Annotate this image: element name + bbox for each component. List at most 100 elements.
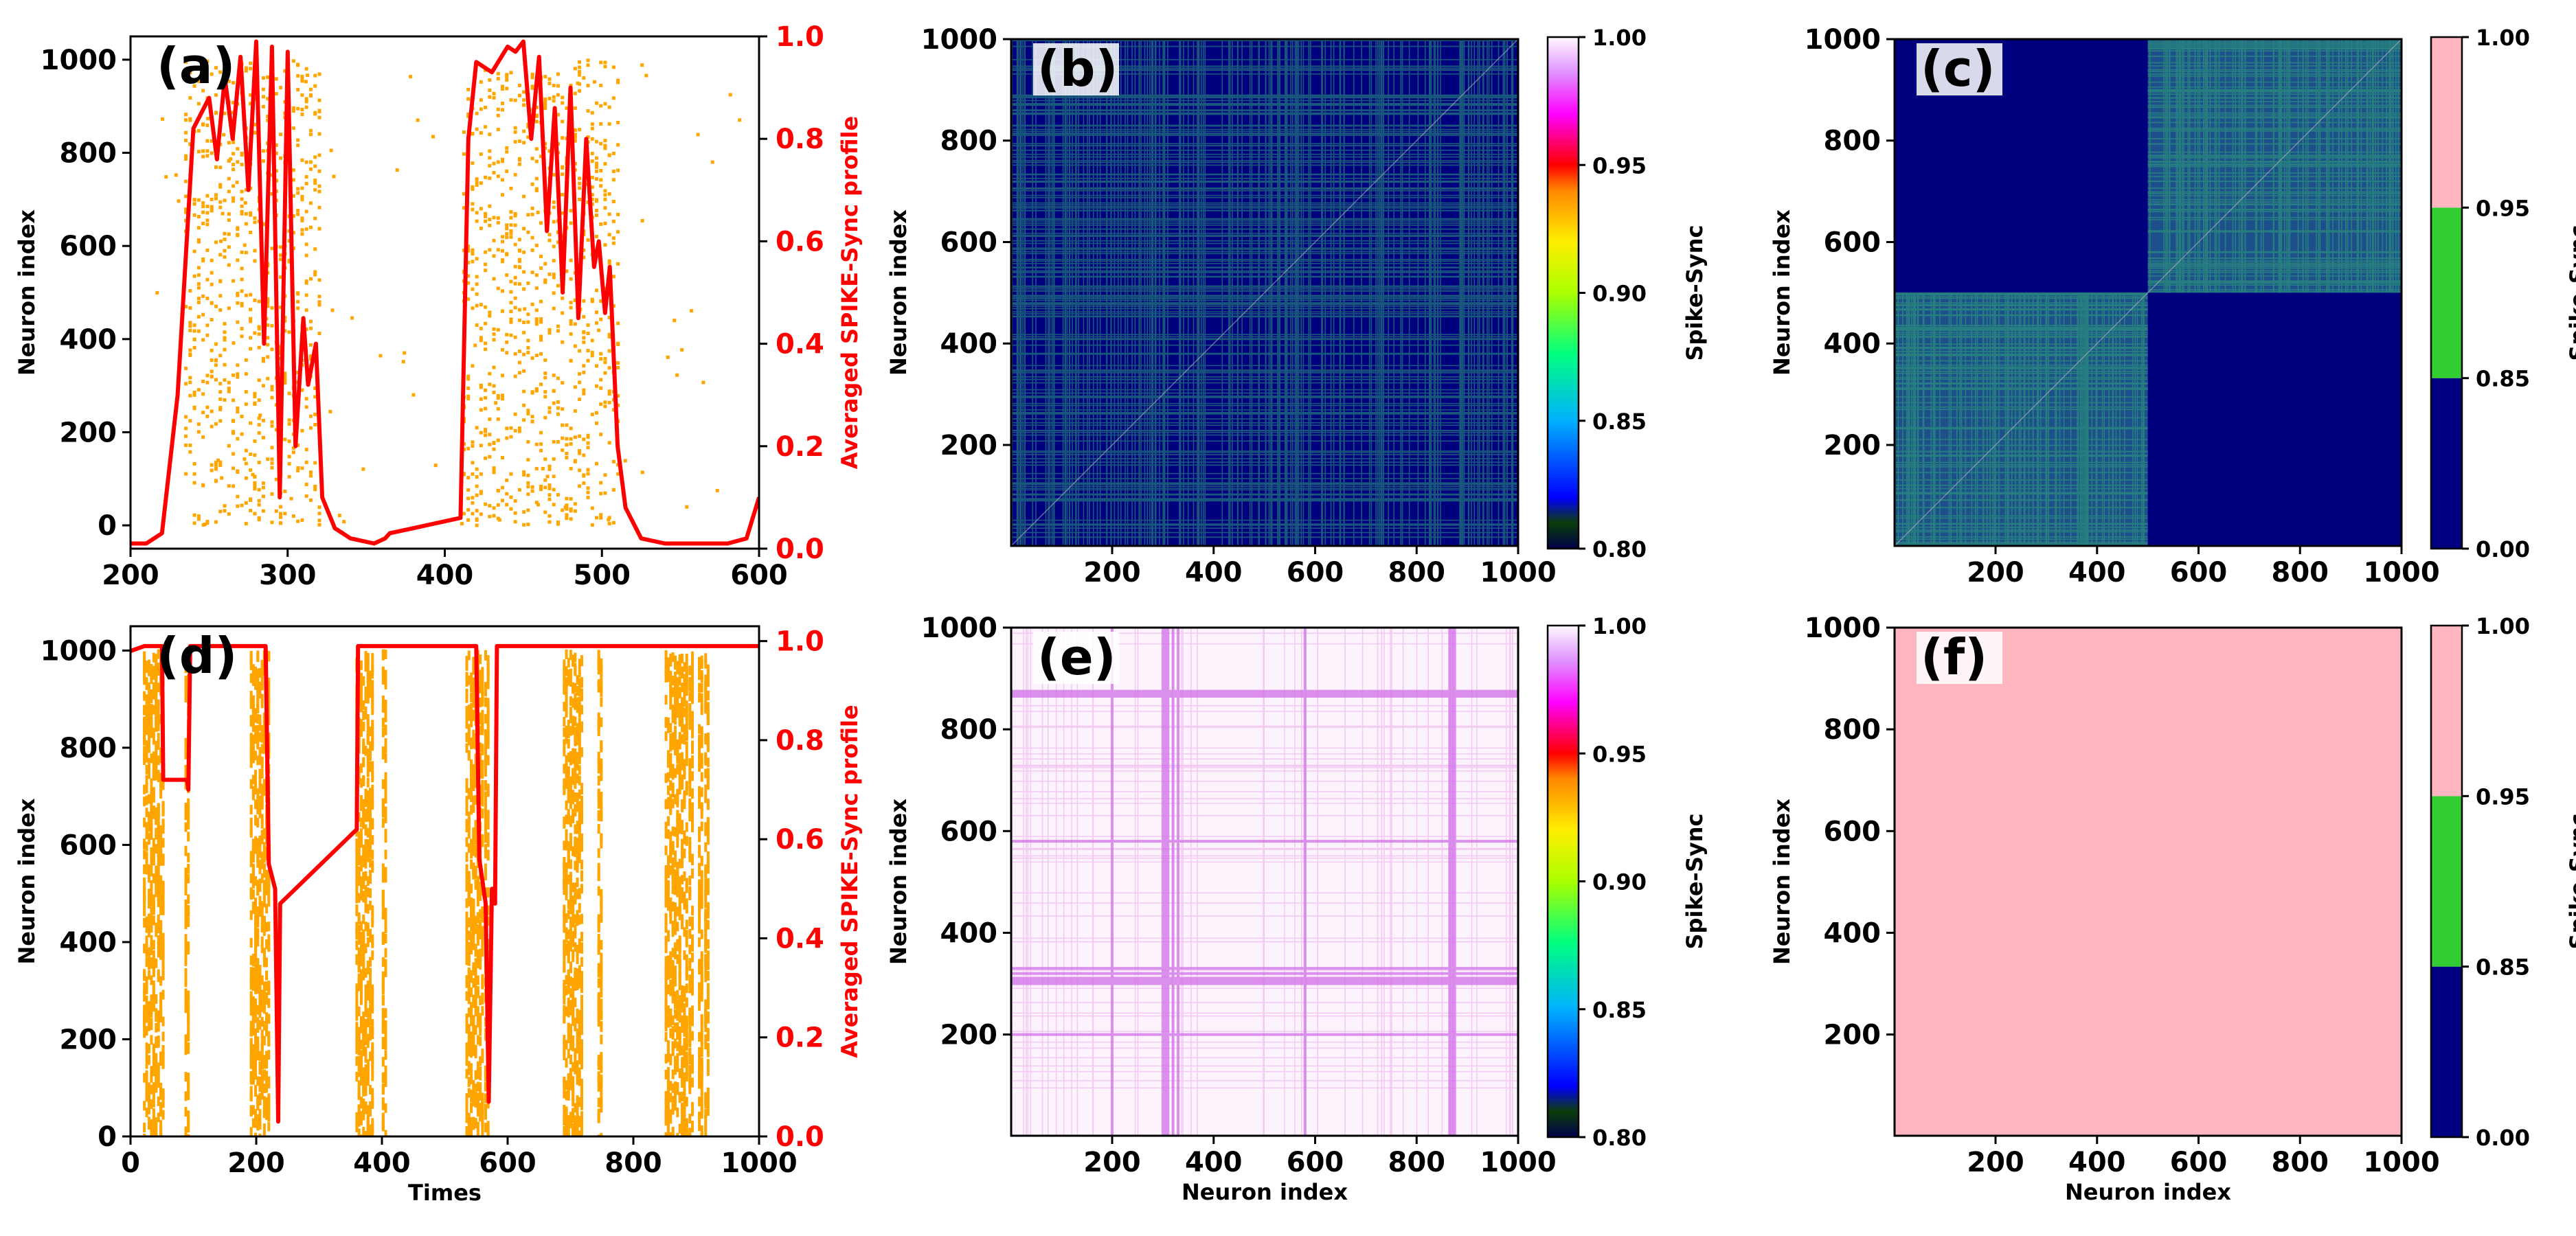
spike bbox=[196, 240, 201, 244]
spike bbox=[157, 891, 160, 902]
spike bbox=[296, 187, 300, 191]
spike bbox=[586, 323, 590, 327]
spike bbox=[258, 1064, 262, 1075]
spike bbox=[157, 881, 160, 891]
spike bbox=[256, 1005, 260, 1015]
spike bbox=[522, 510, 526, 514]
spike bbox=[371, 1118, 374, 1128]
spike bbox=[251, 707, 255, 717]
spike bbox=[476, 1082, 479, 1092]
spike bbox=[258, 747, 262, 757]
spike bbox=[257, 431, 261, 435]
spike bbox=[509, 71, 513, 75]
spike bbox=[188, 450, 192, 454]
spike bbox=[513, 428, 517, 433]
spike bbox=[552, 99, 556, 103]
spike bbox=[184, 382, 188, 386]
spike bbox=[355, 922, 359, 932]
spike bbox=[522, 330, 526, 334]
spike bbox=[369, 817, 372, 827]
spike bbox=[513, 511, 517, 515]
spike bbox=[249, 67, 253, 71]
y-tick-label: 800 bbox=[60, 138, 117, 170]
y-axis-label: Neuron index bbox=[885, 209, 912, 376]
spike bbox=[152, 682, 155, 692]
spike bbox=[184, 60, 188, 64]
spike bbox=[362, 700, 365, 710]
spike bbox=[563, 1013, 566, 1023]
spike bbox=[513, 306, 517, 310]
spike bbox=[262, 948, 266, 958]
spike bbox=[616, 361, 620, 365]
spike bbox=[260, 996, 264, 1007]
spike bbox=[552, 389, 556, 393]
spike bbox=[184, 692, 188, 702]
spike bbox=[300, 74, 304, 78]
spike bbox=[371, 1123, 374, 1133]
x-tick-label: 400 bbox=[1185, 557, 1243, 588]
y2-tick-label: 0.6 bbox=[776, 226, 824, 258]
spike bbox=[565, 944, 568, 954]
spike bbox=[279, 245, 283, 249]
spike bbox=[159, 772, 163, 783]
spike bbox=[539, 221, 543, 225]
spike bbox=[214, 520, 218, 524]
spike bbox=[296, 443, 300, 447]
spike bbox=[270, 424, 274, 428]
spike bbox=[474, 966, 477, 976]
spike bbox=[522, 103, 526, 107]
spike bbox=[371, 705, 374, 716]
spike bbox=[475, 111, 479, 115]
spike bbox=[475, 493, 479, 497]
colorbar-tick-label: 0.80 bbox=[1592, 536, 1647, 562]
spike bbox=[371, 835, 374, 845]
spike bbox=[543, 376, 547, 380]
spike bbox=[188, 380, 192, 385]
spike bbox=[371, 1071, 374, 1082]
spike bbox=[539, 338, 543, 342]
spike bbox=[364, 1131, 368, 1136]
spike bbox=[479, 207, 483, 211]
spike bbox=[161, 1059, 165, 1069]
spike bbox=[484, 502, 488, 506]
spike bbox=[251, 716, 255, 726]
spike bbox=[254, 972, 258, 983]
spike bbox=[470, 672, 473, 683]
spike bbox=[526, 135, 530, 139]
spike bbox=[479, 1090, 482, 1101]
spike bbox=[543, 485, 547, 490]
spike bbox=[265, 904, 269, 914]
spike bbox=[465, 1126, 468, 1136]
spike bbox=[411, 393, 416, 397]
spike bbox=[147, 928, 150, 938]
spike bbox=[150, 906, 153, 917]
spike bbox=[467, 829, 471, 839]
spike bbox=[218, 279, 223, 283]
spike bbox=[187, 1019, 190, 1029]
spike bbox=[599, 378, 603, 382]
spike bbox=[210, 468, 214, 472]
spike bbox=[578, 380, 582, 385]
spike bbox=[308, 225, 313, 229]
spike bbox=[253, 475, 257, 479]
spike bbox=[470, 1009, 473, 1019]
spike bbox=[187, 1000, 190, 1010]
spike bbox=[187, 852, 190, 862]
spike bbox=[254, 1010, 258, 1020]
spike bbox=[218, 183, 223, 187]
spike bbox=[357, 947, 361, 957]
spike bbox=[594, 421, 598, 425]
spike bbox=[201, 483, 205, 487]
spike bbox=[484, 268, 488, 273]
spike bbox=[143, 1020, 146, 1030]
spike bbox=[337, 514, 341, 518]
spike bbox=[509, 472, 513, 476]
spike bbox=[249, 317, 253, 321]
spike bbox=[476, 1106, 479, 1117]
spike bbox=[479, 1036, 482, 1046]
spike bbox=[161, 854, 165, 864]
spike bbox=[472, 846, 475, 856]
spike bbox=[472, 1079, 475, 1090]
spike bbox=[607, 389, 611, 393]
